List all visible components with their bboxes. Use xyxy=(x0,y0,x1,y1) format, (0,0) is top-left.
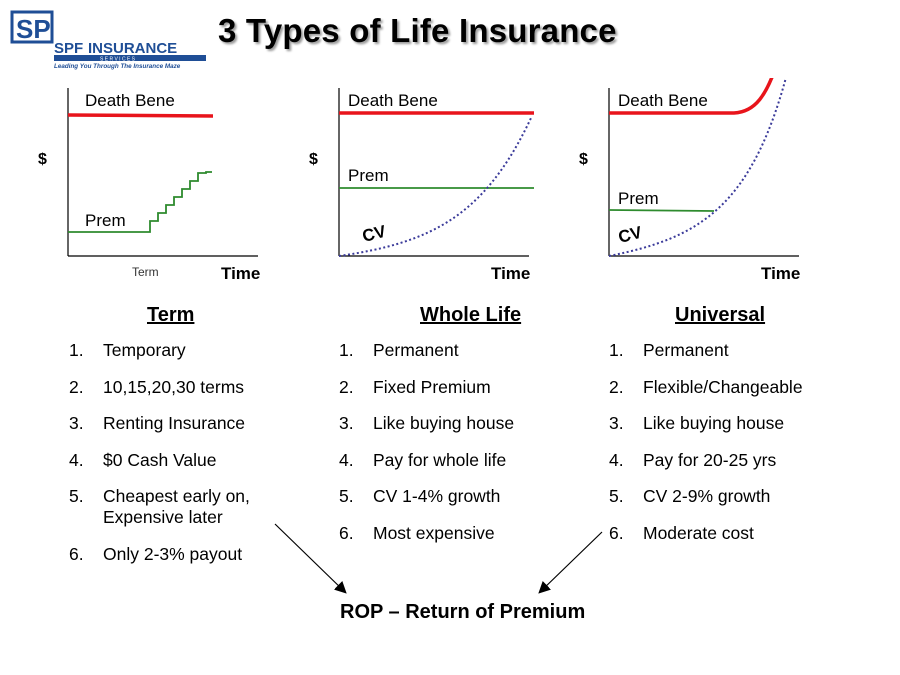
list-item: 3. Renting Insurance xyxy=(69,413,246,434)
x-axis-label: Time xyxy=(221,264,260,283)
rop-label: ROP – Return of Premium xyxy=(340,601,586,623)
series-premium-line xyxy=(608,209,715,212)
series-death-benefit-line xyxy=(609,78,774,115)
logo-name-spf: SPF xyxy=(54,40,83,57)
list-item: 5. CV 2-9% growth xyxy=(609,486,771,507)
series-cash-value-label: CV xyxy=(616,223,644,247)
series-premium-label: Prem xyxy=(618,189,659,208)
arrow-term-to-rop xyxy=(274,523,347,594)
series-death-benefit-line xyxy=(67,113,214,118)
logo-services-bar xyxy=(54,55,206,61)
x-axis-label: Time xyxy=(491,264,530,283)
y-axis-label: $ xyxy=(309,151,318,168)
list-item: 1. Permanent xyxy=(339,340,459,360)
series-cash-value-line xyxy=(608,78,787,257)
heading-universal: Universal xyxy=(675,304,766,326)
list-item: 2. Fixed Premium xyxy=(339,376,491,397)
series-premium-line xyxy=(68,171,212,233)
spf-logo: SP SPF INSURANCE S E R V I C E S Leading… xyxy=(10,10,206,70)
heading-term: Term xyxy=(147,304,195,326)
list-item: 6. Moderate cost xyxy=(609,522,754,543)
series-premium-label: Prem xyxy=(348,166,389,185)
chart-whole-life: $ Time Death Bene Prem CV xyxy=(309,88,534,283)
x-axis-label: Time xyxy=(761,264,800,283)
heading-whole-life: Whole Life xyxy=(420,304,522,326)
series-cash-value-label: CV xyxy=(360,222,388,246)
list-item: 5. CV 1-4% growth xyxy=(339,486,501,507)
list-item: 1. Permanent xyxy=(609,340,729,360)
series-death-benefit-label: Death Bene xyxy=(85,91,175,110)
whole-life-feature-list: 1. Permanent 2. Fixed Premium 3. Like buyin… xyxy=(339,340,514,560)
list-item: 3. Like buying house xyxy=(339,413,515,434)
logo-name-insurance: INSURANCE xyxy=(88,40,177,57)
chart-term: $ Time Death Bene Prem Term xyxy=(38,88,260,283)
chart-universal: $ Time Death Bene Prem CV xyxy=(579,78,800,283)
y-axis-label: $ xyxy=(38,151,47,168)
list-item: 6. Only 2-3% payout xyxy=(69,543,243,564)
logo-services: S E R V I C E S xyxy=(100,57,136,63)
logo-mark: SP xyxy=(16,14,51,44)
list-item: 4. Pay for 20-25 yrs xyxy=(609,449,777,470)
list-item: 2. Flexible/Changeable xyxy=(609,376,803,397)
universal-feature-list: 1. Permanent 2. Flexible/Changeable 3. Like… xyxy=(609,340,803,560)
list-item: 4. Pay for whole life xyxy=(339,449,507,470)
list-item: 2. 10,15,20,30 terms xyxy=(69,376,245,397)
list-item: 3. Like buying house xyxy=(609,413,785,434)
list-item: 5. Cheapest early on, Expensive later xyxy=(69,486,250,528)
list-item: 1. Temporary xyxy=(69,340,186,360)
series-death-benefit-label: Death Bene xyxy=(348,91,438,110)
list-item: 6. Most expensive xyxy=(339,522,495,543)
term-feature-list: 1. Temporary 2. 10,15,20,30 terms 3. Rentin… xyxy=(69,340,250,581)
page-title: 3 Types of Life Insurance xyxy=(218,12,617,49)
logo-frame xyxy=(10,10,54,44)
list-item: 4. $0 Cash Value xyxy=(69,449,217,470)
series-cash-value-line xyxy=(338,117,532,257)
series-premium-label: Prem xyxy=(85,211,126,230)
arrow-universal-to-rop xyxy=(538,531,603,594)
y-axis-label: $ xyxy=(579,151,588,168)
term-annotation: Term xyxy=(132,265,159,279)
logo-tagline: Leading You Through The Insurance Maze xyxy=(54,63,181,70)
series-death-benefit-label: Death Bene xyxy=(618,91,708,110)
